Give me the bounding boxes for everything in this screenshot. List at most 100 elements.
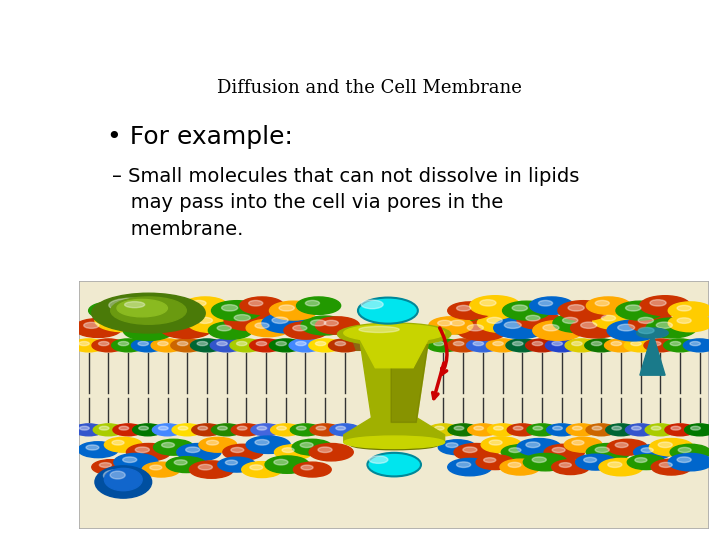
- Ellipse shape: [117, 299, 167, 317]
- Text: • For example:: • For example:: [107, 125, 292, 149]
- Circle shape: [601, 315, 616, 321]
- Ellipse shape: [92, 293, 205, 333]
- Circle shape: [309, 443, 354, 461]
- Circle shape: [553, 314, 600, 333]
- Circle shape: [552, 341, 562, 346]
- Circle shape: [290, 424, 320, 436]
- Ellipse shape: [369, 456, 388, 463]
- Circle shape: [292, 439, 333, 455]
- Circle shape: [114, 454, 158, 471]
- Circle shape: [629, 314, 677, 333]
- Circle shape: [493, 426, 503, 430]
- Circle shape: [670, 341, 680, 346]
- Circle shape: [112, 339, 145, 352]
- Circle shape: [429, 317, 473, 334]
- Circle shape: [269, 339, 302, 352]
- Circle shape: [99, 463, 112, 468]
- Circle shape: [237, 341, 247, 346]
- Ellipse shape: [110, 471, 125, 479]
- Circle shape: [92, 339, 125, 352]
- Circle shape: [315, 317, 359, 334]
- Circle shape: [255, 440, 269, 445]
- Circle shape: [607, 439, 647, 455]
- Circle shape: [618, 324, 634, 331]
- Circle shape: [192, 300, 206, 306]
- Circle shape: [282, 448, 294, 453]
- Ellipse shape: [344, 324, 444, 342]
- Circle shape: [526, 442, 540, 448]
- Circle shape: [297, 426, 306, 430]
- Circle shape: [72, 339, 105, 352]
- Circle shape: [276, 341, 287, 346]
- Circle shape: [240, 297, 284, 314]
- Circle shape: [638, 318, 654, 323]
- Circle shape: [293, 325, 307, 331]
- Circle shape: [132, 424, 163, 436]
- Circle shape: [448, 302, 492, 319]
- Circle shape: [151, 339, 184, 352]
- Circle shape: [612, 426, 621, 430]
- Circle shape: [186, 447, 199, 453]
- Circle shape: [668, 314, 712, 332]
- Circle shape: [192, 424, 222, 436]
- FancyBboxPatch shape: [79, 281, 709, 529]
- Circle shape: [501, 445, 539, 460]
- Ellipse shape: [109, 298, 154, 312]
- Circle shape: [117, 296, 167, 315]
- Circle shape: [438, 440, 476, 455]
- Circle shape: [523, 454, 567, 471]
- Circle shape: [142, 462, 180, 477]
- Circle shape: [301, 465, 313, 470]
- Ellipse shape: [359, 327, 399, 333]
- Circle shape: [487, 424, 518, 436]
- Circle shape: [318, 447, 332, 453]
- Circle shape: [508, 462, 521, 468]
- Ellipse shape: [350, 328, 382, 338]
- Circle shape: [212, 301, 262, 321]
- Circle shape: [113, 424, 143, 436]
- Circle shape: [269, 301, 318, 320]
- Circle shape: [223, 444, 264, 460]
- Circle shape: [210, 339, 243, 352]
- Circle shape: [513, 426, 523, 430]
- Circle shape: [544, 444, 585, 460]
- Circle shape: [454, 443, 498, 461]
- Circle shape: [177, 341, 188, 346]
- Circle shape: [572, 426, 582, 430]
- Circle shape: [208, 322, 253, 339]
- Circle shape: [527, 424, 557, 436]
- Circle shape: [504, 322, 521, 328]
- Circle shape: [257, 426, 266, 430]
- Circle shape: [562, 318, 578, 323]
- Circle shape: [468, 424, 498, 436]
- Circle shape: [644, 339, 677, 352]
- Circle shape: [584, 457, 597, 462]
- Ellipse shape: [639, 327, 654, 334]
- Circle shape: [336, 426, 346, 430]
- Circle shape: [474, 426, 484, 430]
- Circle shape: [434, 426, 444, 430]
- Circle shape: [92, 460, 130, 475]
- Circle shape: [309, 339, 341, 352]
- Circle shape: [447, 339, 480, 352]
- Circle shape: [174, 460, 187, 465]
- Polygon shape: [640, 333, 665, 375]
- Circle shape: [532, 341, 543, 346]
- Circle shape: [533, 321, 583, 340]
- Circle shape: [187, 314, 235, 333]
- Circle shape: [284, 322, 328, 339]
- Circle shape: [158, 341, 168, 346]
- Circle shape: [315, 341, 326, 346]
- Circle shape: [234, 315, 251, 321]
- Circle shape: [305, 300, 320, 306]
- Circle shape: [517, 438, 561, 456]
- Circle shape: [586, 443, 631, 461]
- Ellipse shape: [359, 298, 416, 323]
- Circle shape: [248, 300, 263, 306]
- Circle shape: [231, 424, 261, 436]
- Circle shape: [448, 424, 478, 436]
- Circle shape: [427, 339, 460, 352]
- Circle shape: [605, 339, 637, 352]
- Circle shape: [294, 462, 331, 477]
- Circle shape: [486, 339, 519, 352]
